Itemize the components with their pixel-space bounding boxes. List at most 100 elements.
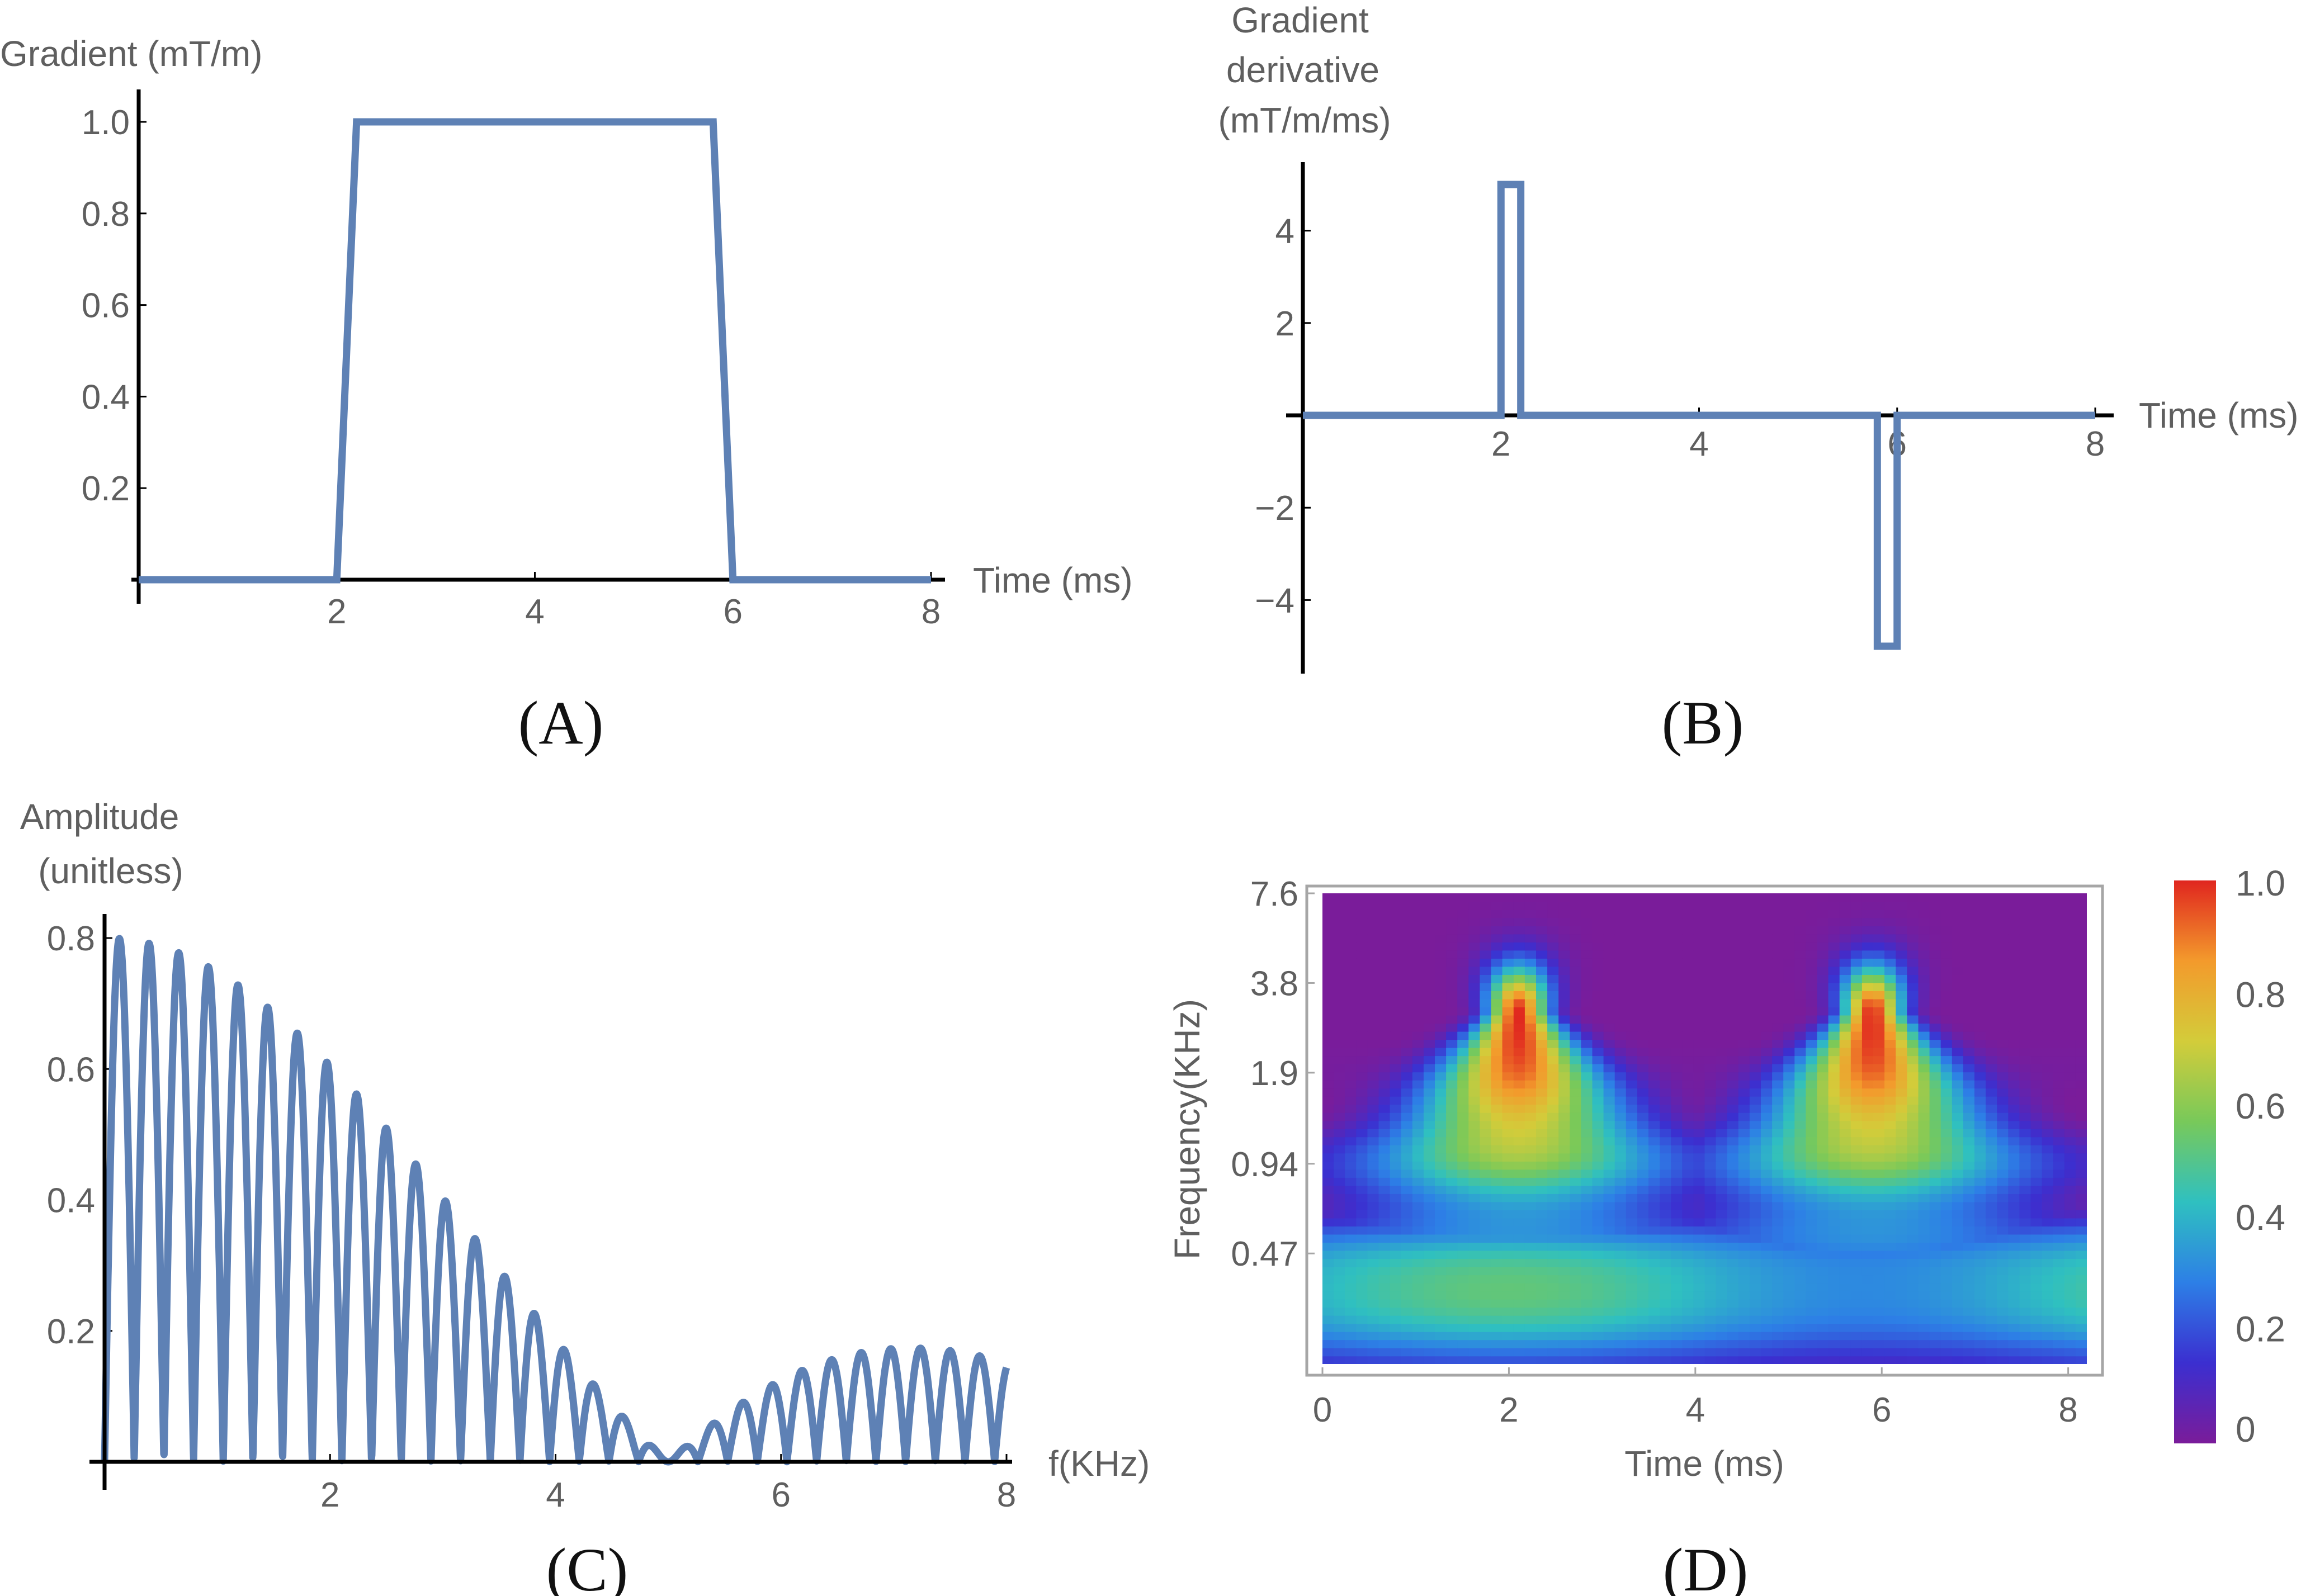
panel-d-heatmap-cell — [2008, 966, 2020, 975]
panel-d-heatmap-cell — [1367, 1145, 1379, 1154]
panel-d-heatmap-cell — [2042, 1129, 2054, 1138]
panel-d-heatmap-cell — [1637, 901, 1649, 910]
panel-d-heatmap-cell — [1457, 1258, 1470, 1267]
panel-d-heatmap-cell — [1648, 901, 1660, 910]
panel-d-heatmap-cell — [1693, 1129, 1705, 1138]
panel-d-heatmap-cell — [1626, 1129, 1638, 1138]
panel-d-heatmap-cell — [1457, 1096, 1470, 1105]
panel-d-heatmap-cell — [1513, 1356, 1525, 1364]
panel-d-heatmap-cell — [1390, 1112, 1402, 1121]
panel-d-heatmap-cell — [1603, 1055, 1615, 1064]
panel-d-heatmap-cell — [1952, 910, 1964, 918]
panel-d-heatmap-cell — [1704, 934, 1717, 943]
panel-d-heatmap-cell — [2019, 982, 2031, 991]
panel-d-heatmap-cell — [1491, 1356, 1503, 1364]
panel-d-heatmap-cell — [1952, 942, 1964, 951]
panel-d-heatmap-cell — [1401, 1120, 1413, 1129]
panel-d-heatmap-cell — [1345, 1266, 1357, 1276]
panel-d-heatmap-cell — [1614, 998, 1627, 1007]
panel-d-heatmap-cell — [1783, 1242, 1796, 1251]
panel-d-colorbar-ticks: 00.20.40.60.81.0 — [2236, 863, 2285, 1450]
panel-d-heatmap-cell — [1671, 1177, 1683, 1186]
panel-d-heatmap-cell — [1648, 1291, 1660, 1300]
panel-d-heatmap-cell — [1592, 1112, 1604, 1121]
panel-d-heatmap-cell — [1648, 1104, 1660, 1113]
panel-d-heatmap-cell — [1626, 1015, 1638, 1024]
panel-d-heatmap-cell — [1671, 1201, 1683, 1210]
panel-d-heatmap-cell — [1761, 982, 1773, 991]
panel-d-heatmap-cell — [1322, 1047, 1334, 1057]
panel-d-heatmap-cell — [1884, 950, 1896, 959]
panel-d-heatmap-cell — [1850, 1096, 1863, 1105]
panel-b-xlabel: Time (ms) — [2139, 395, 2299, 435]
panel-d-heatmap-cell — [1614, 1031, 1627, 1040]
panel-d-heatmap-cell — [1457, 966, 1470, 975]
panel-d-heatmap-cell — [1693, 1031, 1705, 1040]
panel-d-heatmap-cell — [1322, 1299, 1334, 1308]
panel-d-heatmap-cell — [1974, 1282, 1986, 1292]
panel-d-heatmap-cell — [1468, 1282, 1481, 1292]
panel-d-heatmap-cell — [1749, 1169, 1761, 1178]
panel-d-heatmap-cell — [1480, 1258, 1492, 1267]
panel-d-heatmap-cell — [1603, 1299, 1615, 1308]
panel-d-heatmap-cell — [1401, 934, 1413, 943]
panel-d-heatmap-cell — [1356, 1096, 1368, 1105]
panel-d-heatmap-cell — [1884, 1007, 1896, 1016]
panel-d-heatmap-cell — [1502, 1348, 1514, 1357]
panel-d-heatmap-cell — [2064, 1088, 2076, 1097]
panel-d-heatmap-cell — [2075, 1307, 2087, 1316]
panel-d-heatmap-cell — [1592, 1063, 1604, 1073]
panel-d-heatmap-cell — [1570, 1104, 1582, 1113]
panel-d-heatmap-cell — [1502, 1299, 1514, 1308]
panel-d-heatmap-cell — [1524, 1088, 1537, 1097]
panel-d-heatmap-cell — [1457, 1129, 1470, 1138]
panel-d-heatmap-cell — [1783, 1226, 1796, 1235]
panel-d-heatmap-cell — [1345, 1339, 1357, 1348]
panel-d-heatmap-cell — [1884, 1015, 1896, 1024]
panel-d-heatmap-cell — [2019, 1185, 2031, 1194]
panel-d-heatmap-cell — [1345, 1047, 1357, 1057]
panel-d-heatmap-cell — [1952, 1104, 1964, 1113]
panel-d-heatmap-cell — [1468, 1177, 1481, 1186]
panel-d-heatmap-cell — [1828, 1063, 1840, 1073]
panel-d-heatmap-cell — [1446, 893, 1458, 902]
panel-d-heatmap-cell — [1693, 1063, 1705, 1073]
panel-d-heatmap-cell — [1367, 1185, 1379, 1194]
panel-d-heatmap-cell — [1322, 917, 1334, 926]
panel-d-heatmap-cell — [1412, 1242, 1424, 1251]
panel-d-heatmap-cell — [1794, 1242, 1807, 1251]
panel-d-heatmap-cell — [1581, 934, 1593, 943]
panel-d-heatmap-cell — [1435, 1307, 1447, 1316]
panel-d-heatmap-cell — [2075, 998, 2087, 1007]
panel-d-heatmap-cell — [1524, 1079, 1537, 1089]
panel-d-heatmap-cell — [1940, 1015, 1953, 1024]
panel-d-heatmap-cell — [1660, 1145, 1671, 1154]
panel-d-heatmap-cell — [2019, 1129, 2031, 1138]
panel-d-heatmap-cell — [1390, 917, 1402, 926]
panel-d-heatmap-cell — [2053, 1282, 2065, 1292]
panel-d-heatmap-cell — [1558, 998, 1571, 1007]
panel-d-heatmap-cell — [2042, 1185, 2054, 1194]
panel-d-heatmap-cell — [2008, 1185, 2020, 1194]
panel-d-heatmap-cell — [1558, 1331, 1571, 1341]
panel-d-heatmap-cell — [1873, 893, 1885, 902]
panel-d-heatmap-cell — [1963, 991, 1975, 1000]
panel-d-heatmap-cell — [2053, 1161, 2065, 1170]
panel-d-heatmap-cell — [1547, 1250, 1559, 1259]
panel-d-heatmap-cell — [1749, 1218, 1761, 1226]
panel-d-heatmap-cell — [1637, 1315, 1649, 1324]
panel-d-heatmap-cell — [2008, 1348, 2020, 1357]
panel-d-heatmap-cell — [1772, 1120, 1784, 1129]
panel-d-heatmap-cell — [1626, 1185, 1638, 1194]
panel-d-heatmap-cell — [1334, 1063, 1345, 1073]
panel-d-heatmap-cell — [1570, 991, 1582, 1000]
panel-d-heatmap-cell — [2064, 966, 2076, 975]
panel-d-heatmap-cell — [1839, 1079, 1851, 1089]
panel-d-heatmap-cell — [1513, 1194, 1525, 1202]
panel-d-heatmap-cell — [1581, 1185, 1593, 1194]
panel-d-heatmap-cell — [1671, 1120, 1683, 1129]
panel-d-heatmap-cell — [1952, 1291, 1964, 1300]
panel-d-heatmap-cell — [2042, 1242, 2054, 1251]
panel-d-heatmap-cell — [1817, 893, 1829, 902]
panel-d-heatmap-cell — [1558, 1063, 1571, 1073]
